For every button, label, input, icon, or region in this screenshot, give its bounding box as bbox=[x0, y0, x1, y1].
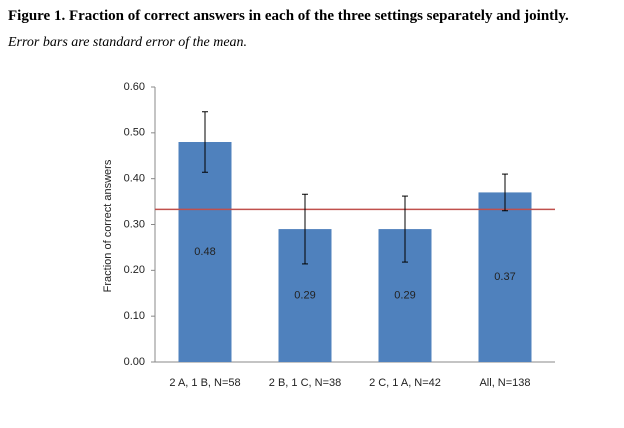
x-tick-label: 2 B, 1 C, N=38 bbox=[269, 377, 341, 389]
y-tick-label: 0.60 bbox=[124, 81, 145, 93]
x-tick-label: 2 A, 1 B, N=58 bbox=[169, 377, 240, 389]
y-tick-label: 0.50 bbox=[124, 127, 145, 139]
value-label: 0.29 bbox=[294, 289, 315, 301]
error-bar bbox=[302, 193, 308, 265]
chart-subtitle: Error bars are standard error of the mea… bbox=[7, 35, 247, 50]
error-bar bbox=[202, 111, 208, 173]
value-label: 0.29 bbox=[394, 289, 415, 301]
y-tick-label: 0.40 bbox=[124, 173, 145, 185]
error-bar bbox=[402, 195, 408, 263]
y-tick-label: 0.30 bbox=[124, 218, 145, 230]
x-tick-label: 2 C, 1 A, N=42 bbox=[369, 377, 441, 389]
error-bar bbox=[502, 173, 508, 212]
y-axis-label: Fraction of correct answers bbox=[102, 159, 114, 292]
y-tick-label: 0.10 bbox=[124, 310, 145, 322]
bar bbox=[178, 142, 232, 362]
y-tick-label: 0.00 bbox=[124, 356, 145, 368]
value-label: 0.37 bbox=[494, 271, 515, 283]
x-tick-label: All, N=138 bbox=[479, 377, 530, 389]
chart-title: Figure 1. Fraction of correct answers in… bbox=[8, 8, 569, 24]
value-label: 0.48 bbox=[194, 246, 215, 258]
bar bbox=[478, 192, 532, 362]
y-tick-label: 0.20 bbox=[124, 264, 145, 276]
